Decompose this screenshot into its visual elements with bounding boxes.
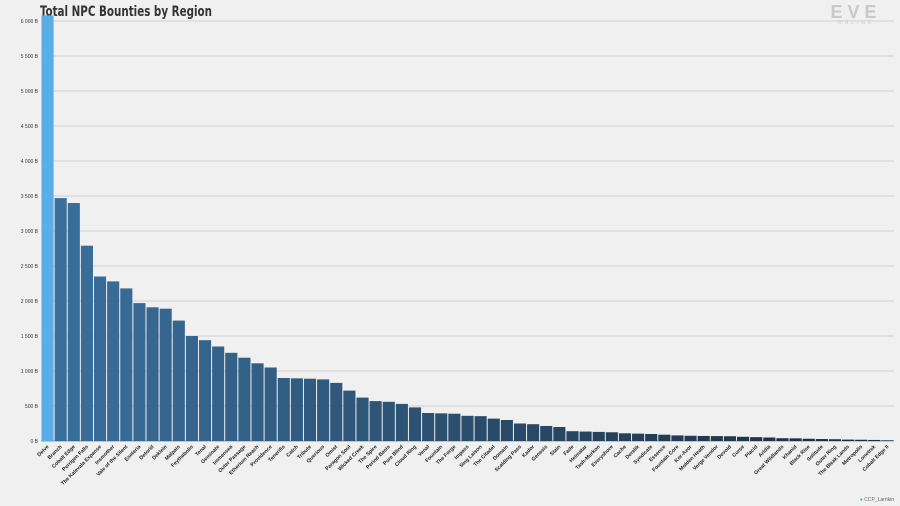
bar [553, 427, 566, 441]
bar [107, 281, 120, 441]
bar [632, 433, 645, 441]
bar [146, 307, 159, 441]
y-tick-label: 4 500 B [21, 124, 39, 130]
bar [540, 425, 553, 441]
bar [697, 435, 710, 441]
bar [93, 276, 107, 441]
bar [303, 378, 317, 441]
bar [474, 416, 487, 441]
bar [41, 15, 54, 442]
bar [54, 198, 67, 441]
y-tick-label: 3 000 B [21, 229, 39, 235]
bar [238, 357, 251, 441]
y-tick-label: 5 500 B [21, 54, 39, 60]
y-tick-label: 6 000 B [21, 19, 39, 25]
bar [198, 340, 212, 441]
x-tick-label: Devoid [716, 444, 732, 460]
y-tick-label: 1 000 B [21, 369, 39, 375]
bar [435, 413, 448, 441]
bar [80, 245, 93, 441]
bar [579, 431, 592, 441]
bar [645, 434, 658, 441]
bar [343, 390, 356, 441]
x-tick-label: Stain [549, 444, 562, 457]
bar [671, 435, 684, 441]
y-tick-label: 500 B [25, 404, 39, 410]
bar [67, 203, 80, 441]
bar [212, 346, 225, 441]
bar [527, 424, 540, 441]
chart-title: Total NPC Bounties by Region [40, 4, 213, 20]
twitter-icon: ● [859, 497, 863, 503]
bar [395, 403, 408, 441]
bar [605, 432, 618, 441]
bar [369, 401, 382, 441]
y-tick-label: 2 000 B [21, 299, 39, 305]
bar [264, 367, 277, 441]
bar [828, 439, 842, 441]
bar [356, 397, 369, 441]
bar [330, 382, 343, 441]
bar [448, 413, 461, 441]
bar [290, 378, 303, 441]
bar [277, 378, 290, 441]
bar [159, 308, 172, 441]
bar [592, 431, 605, 441]
eve-online-logo: EVE ONLINE [824, 2, 888, 28]
bar [658, 434, 671, 441]
bar [723, 436, 737, 441]
bar [133, 303, 146, 441]
y-tick-label: 4 000 B [21, 159, 39, 165]
bar [684, 435, 697, 441]
bar [317, 379, 330, 441]
bar [172, 320, 185, 441]
bar [855, 439, 868, 441]
x-tick-label: Curse [731, 444, 746, 459]
y-tick-label: 5 000 B [21, 89, 39, 95]
bar [776, 438, 789, 441]
bar [513, 423, 527, 441]
y-tick-label: 2 500 B [21, 264, 39, 270]
bar [763, 437, 776, 441]
bar [500, 420, 513, 441]
y-tick-label: 1 500 B [21, 334, 39, 340]
bar [566, 431, 579, 441]
x-tick-label: Placid [744, 444, 759, 459]
bar [842, 439, 855, 441]
bar [382, 401, 395, 441]
bar [225, 352, 238, 441]
bar [815, 439, 828, 441]
y-tick-label: 3 500 B [21, 194, 39, 200]
bar [750, 437, 763, 441]
bar [251, 363, 264, 441]
bar [802, 438, 815, 441]
y-tick-label: 0 B [30, 439, 38, 445]
bar [487, 418, 500, 441]
logo-word: EVE [830, 2, 882, 22]
bar [408, 407, 422, 441]
bar [618, 433, 632, 441]
bar [461, 415, 474, 441]
author-credit: ● CCP_Larrikin [860, 497, 894, 503]
bar [710, 436, 723, 441]
author-handle: CCP_Larrikin [864, 497, 894, 503]
bar [881, 440, 894, 441]
bar [120, 288, 133, 441]
bar [789, 438, 802, 441]
bar [737, 436, 750, 441]
bar [422, 413, 435, 441]
logo-subtitle: ONLINE [837, 20, 875, 26]
bar [185, 336, 198, 441]
bar [868, 439, 881, 441]
